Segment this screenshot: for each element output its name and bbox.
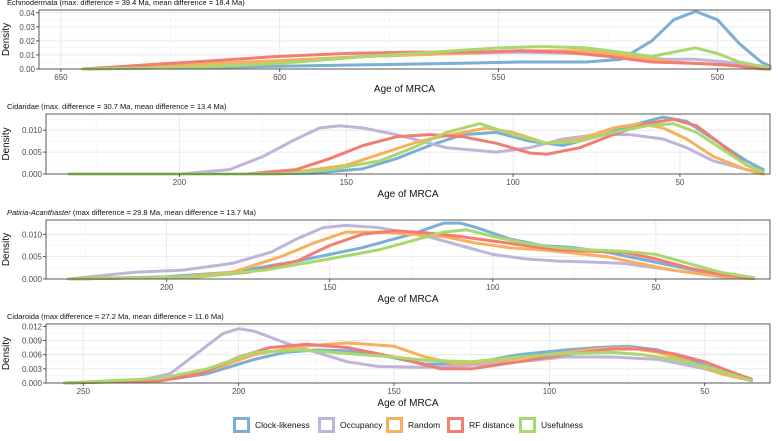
y-axis-label: Density: [1, 127, 12, 160]
panel-border: [45, 323, 771, 384]
series-line-occupancy: [67, 124, 765, 176]
series-line-clock-likeness: [67, 115, 765, 176]
legend-item-clock-likeness: Clock-likeness: [233, 417, 310, 433]
series-line-random: [63, 341, 753, 385]
panel-title: Cidaridae (max. difference = 30.7 Ma, me…: [7, 102, 227, 111]
legend: Clock-likeness Occupancy Random RF distance…: [233, 417, 583, 433]
x-tick-label: 100: [543, 387, 557, 396]
y-tick-label: 0.04: [19, 9, 35, 18]
legend-item-random: Random: [386, 417, 440, 433]
x-tick-label: 200: [160, 283, 174, 292]
legend-label: Random: [408, 420, 440, 430]
y-tick-label: 0.010: [22, 230, 43, 239]
y-tick-label: 0.000: [22, 170, 43, 179]
legend-label: Occupancy: [340, 420, 383, 430]
series-line-usefulness: [63, 348, 753, 385]
legend-label: Clock-likeness: [255, 420, 310, 430]
panel-title: Patiria-Acanthaster (max difference = 29…: [7, 208, 257, 217]
x-tick-label: 650: [54, 73, 68, 82]
y-tick-label: 0.010: [22, 126, 43, 135]
x-tick-label: 600: [273, 73, 287, 82]
x-tick-label: 100: [486, 283, 500, 292]
x-tick-label: 200: [232, 387, 246, 396]
legend-item-occupancy: Occupancy: [318, 417, 383, 433]
legend-item-rf-distance: RF distance: [447, 417, 515, 433]
panel-title-text: (max difference = 29.8 Ma, mean differen…: [73, 208, 257, 217]
series-line-rf-distance: [67, 229, 756, 281]
series-line-rf-distance: [81, 49, 772, 71]
panel-1: Echinodermata (max. difference = 39.4 Ma…: [1, 0, 772, 95]
panel-title-italic: Patiria-Acanthaster: [7, 208, 73, 217]
x-axis-label: Age of MRCA: [377, 294, 438, 305]
panel-title: Cidaroida (max difference = 27.2 Ma, mea…: [7, 312, 224, 321]
panel-3: Patiria-Acanthaster (max difference = 29…: [1, 208, 771, 305]
x-tick-label: 250: [77, 387, 91, 396]
x-axis-label: Age of MRCA: [374, 84, 435, 95]
series-line-usefulness: [67, 228, 756, 281]
x-tick-label: 150: [340, 178, 354, 187]
y-tick-label: 0.02: [19, 37, 35, 46]
x-tick-label: 150: [387, 387, 401, 396]
series-line-occupancy: [63, 327, 753, 385]
panel-border: [45, 219, 771, 280]
legend-key: [519, 417, 536, 433]
legend-label: RF distance: [469, 420, 515, 430]
y-tick-label: 0.00: [19, 65, 35, 74]
x-axis-label: Age of MRCA: [377, 189, 438, 200]
series-line-rf-distance: [67, 117, 765, 176]
legend-key: [386, 417, 403, 433]
x-tick-label: 550: [492, 73, 506, 82]
series-line-usefulness: [67, 122, 765, 176]
y-tick-label: 0.003: [22, 365, 43, 374]
panel-border: [38, 9, 771, 70]
panel-4: Cidaroida (max difference = 27.2 Ma, mea…: [1, 312, 771, 409]
series-line-usefulness: [81, 45, 772, 71]
panel-title-text: Cidaridae (max. difference = 30.7 Ma, me…: [7, 102, 227, 111]
x-tick-label: 100: [506, 178, 520, 187]
panel-title-text: Cidaroida (max difference = 27.2 Ma, mea…: [7, 312, 224, 321]
y-tick-label: 0.006: [22, 351, 43, 360]
panel-border: [45, 113, 771, 175]
y-tick-label: 0.03: [19, 23, 35, 32]
x-tick-label: 200: [173, 178, 187, 187]
y-tick-label: 0.005: [22, 253, 43, 262]
x-tick-label: 150: [323, 283, 337, 292]
legend-key: [447, 417, 464, 433]
panel-title-text: Echinodermata (max. difference = 39.4 Ma…: [7, 0, 245, 7]
x-tick-label: 500: [711, 73, 725, 82]
legend-item-usefulness: Usefulness: [519, 417, 583, 433]
y-tick-label: 0.000: [22, 275, 43, 284]
y-tick-label: 0.012: [22, 322, 43, 331]
x-tick-label: 50: [651, 283, 660, 292]
panel-title: Echinodermata (max. difference = 39.4 Ma…: [7, 0, 245, 7]
legend-key: [318, 417, 335, 433]
x-tick-label: 50: [700, 387, 709, 396]
y-tick-label: 0.01: [19, 51, 35, 60]
y-tick-label: 0.009: [22, 337, 43, 346]
y-axis-label: Density: [1, 233, 12, 266]
legend-key: [233, 417, 250, 433]
x-tick-label: 50: [675, 178, 684, 187]
y-axis-label: Density: [1, 337, 12, 370]
legend-label: Usefulness: [541, 420, 583, 430]
panel-2: Cidaridae (max. difference = 30.7 Ma, me…: [1, 102, 771, 200]
y-tick-label: 0.005: [22, 148, 43, 157]
y-axis-label: Density: [1, 23, 12, 56]
y-tick-label: 0.000: [22, 379, 43, 388]
series-line-random: [67, 230, 756, 281]
x-axis-label: Age of MRCA: [377, 398, 438, 409]
